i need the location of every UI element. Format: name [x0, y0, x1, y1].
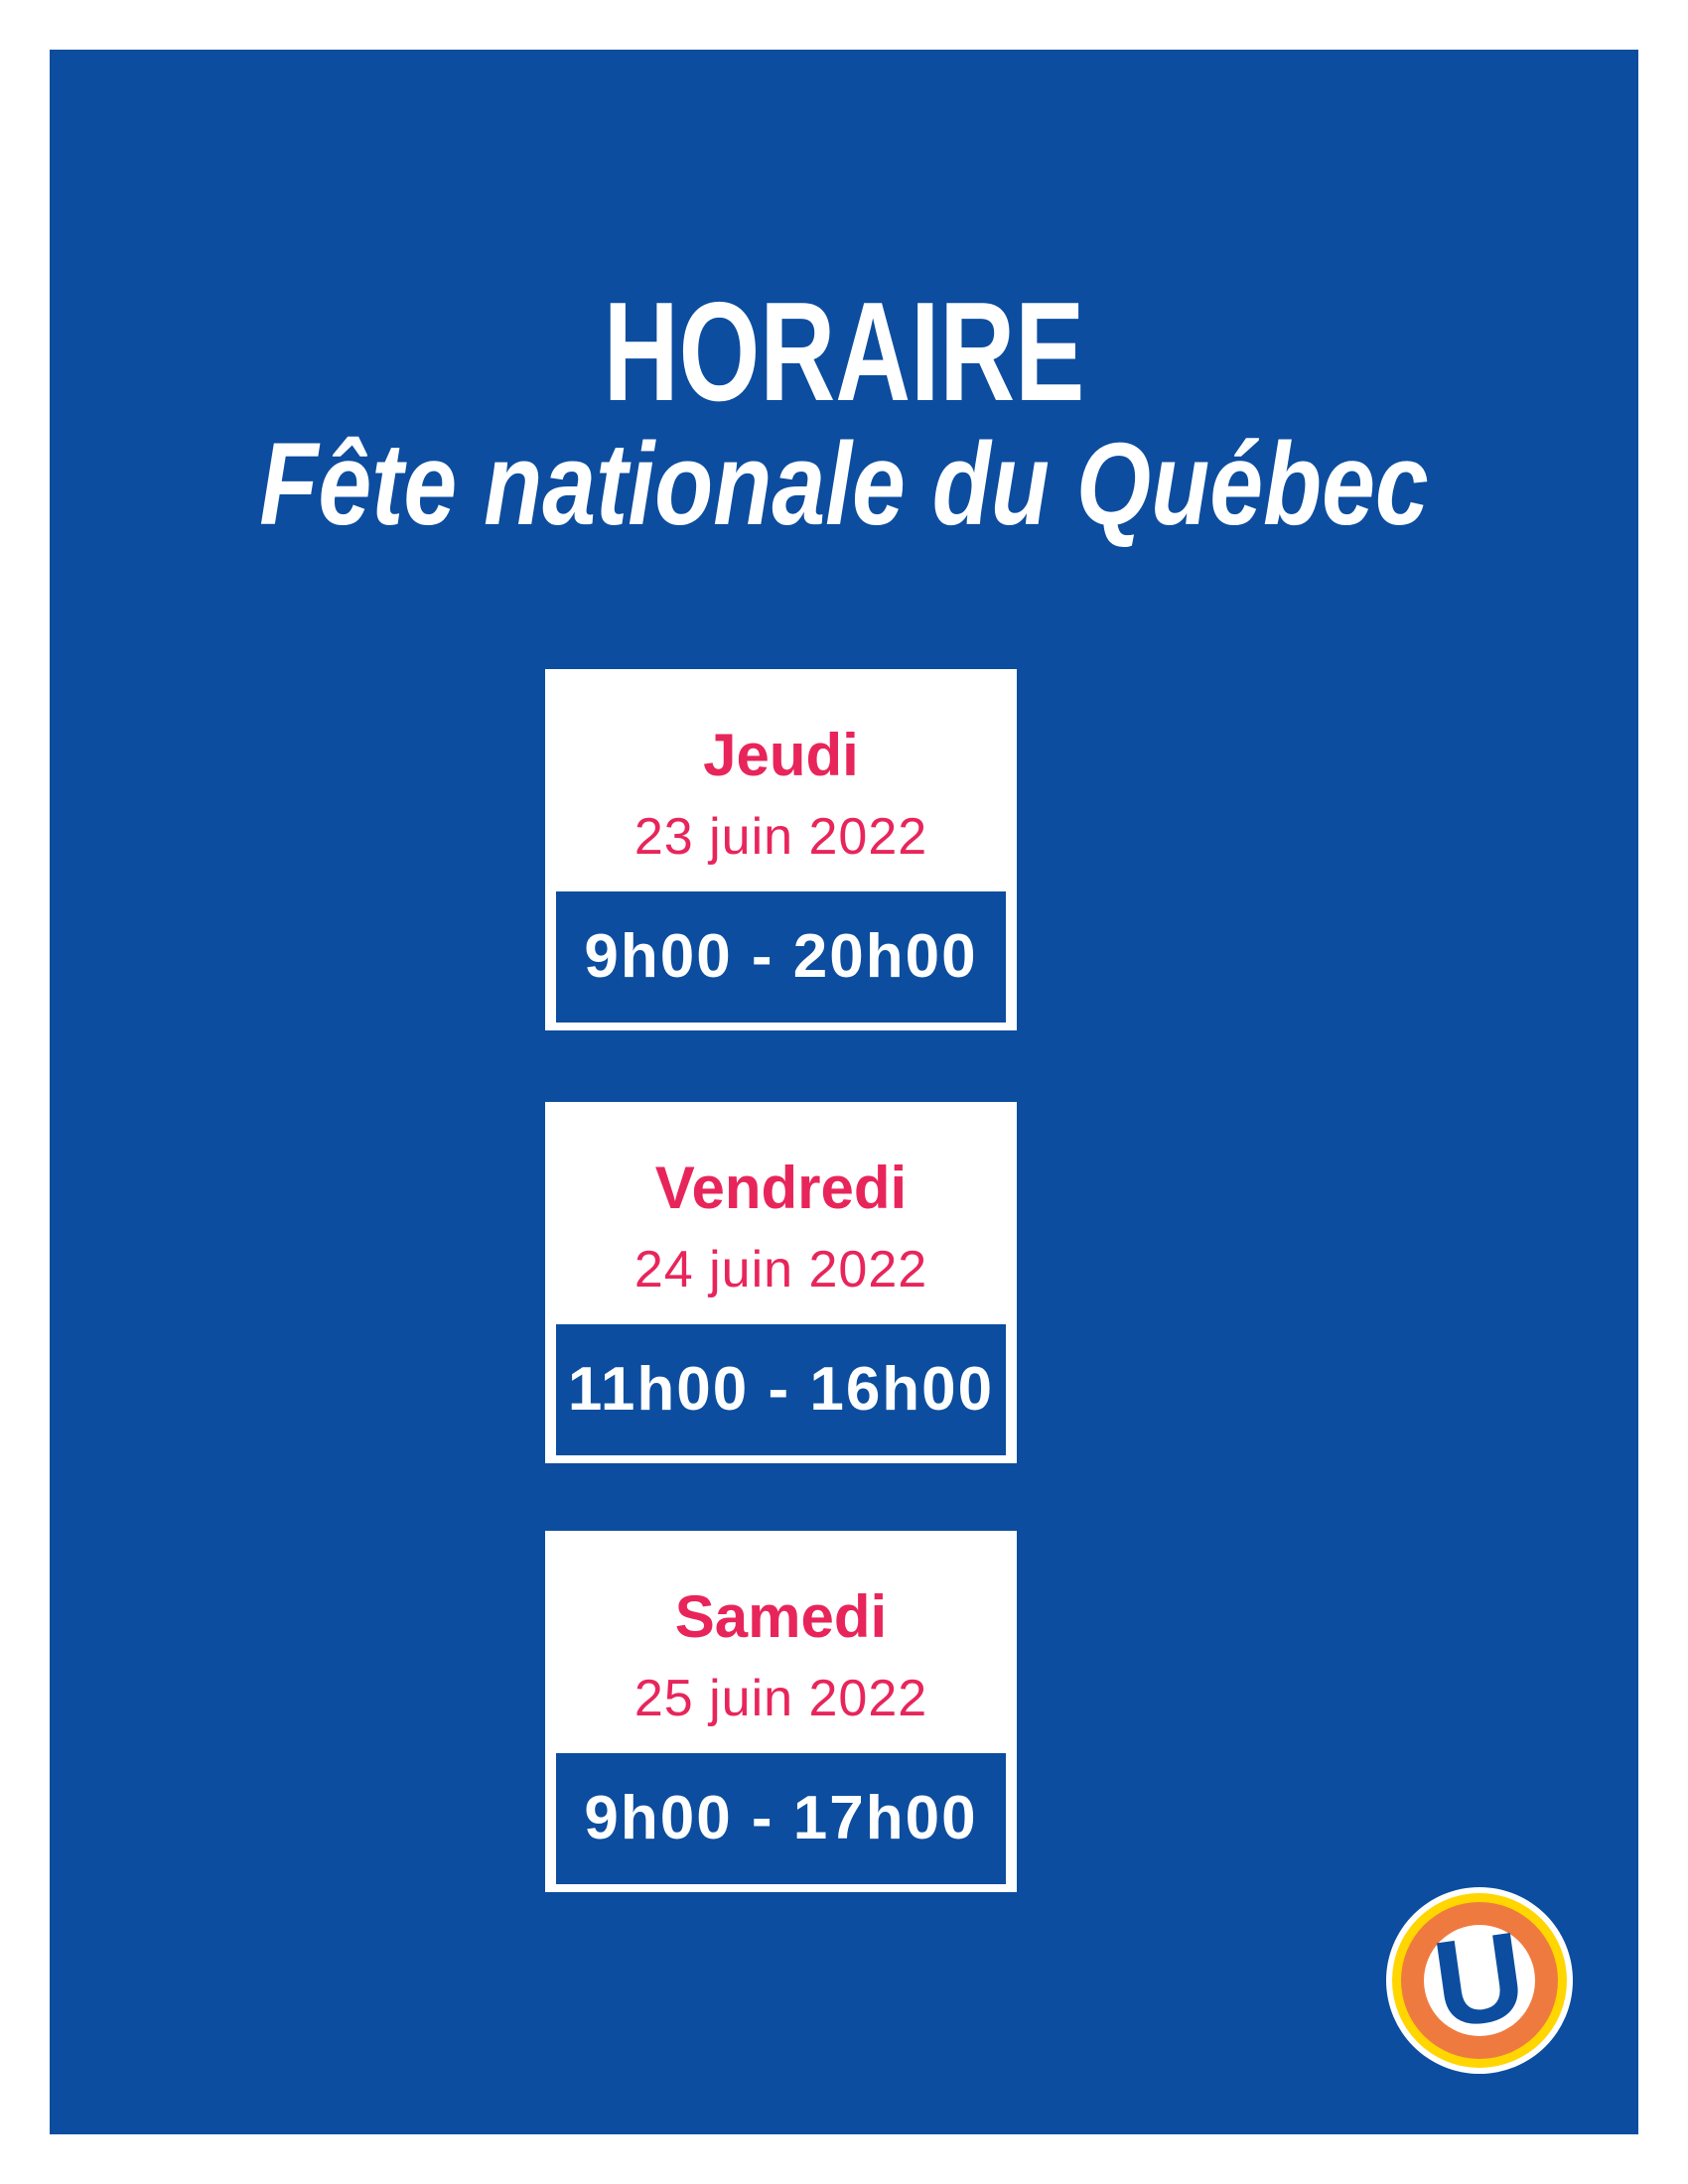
- schedule-card-samedi: Samedi 25 juin 2022 9h00 - 17h00: [545, 1531, 1017, 1892]
- day-label: Vendredi: [654, 1155, 908, 1221]
- hours-banner: 9h00 - 20h00: [556, 891, 1006, 1023]
- logo-inner-circle-icon: [1424, 1925, 1535, 2036]
- hours-banner: 9h00 - 17h00: [556, 1753, 1006, 1884]
- hours-banner: 11h00 - 16h00: [556, 1324, 1006, 1455]
- page-title: HORAIRE: [603, 273, 1085, 431]
- date-label: 24 juin 2022: [633, 1241, 928, 1298]
- logo-u-letter: U: [1426, 1906, 1533, 2055]
- day-label: Samedi: [674, 1583, 888, 1650]
- page-subtitle: Fête nationale du Québec: [259, 419, 1429, 550]
- hours-label: 9h00 - 17h00: [584, 1784, 978, 1852]
- hours-label: 11h00 - 16h00: [567, 1355, 995, 1424]
- date-label: 25 juin 2022: [633, 1670, 928, 1727]
- schedule-card-vendredi: Vendredi 24 juin 2022 11h00 - 16h00: [545, 1102, 1017, 1463]
- hours-label: 9h00 - 20h00: [584, 922, 978, 991]
- schedule-card-jeudi: Jeudi 23 juin 2022 9h00 - 20h00: [545, 669, 1017, 1030]
- date-label: 23 juin 2022: [633, 808, 928, 866]
- day-label: Jeudi: [703, 722, 859, 788]
- uniprix-logo: U: [1386, 1887, 1573, 2074]
